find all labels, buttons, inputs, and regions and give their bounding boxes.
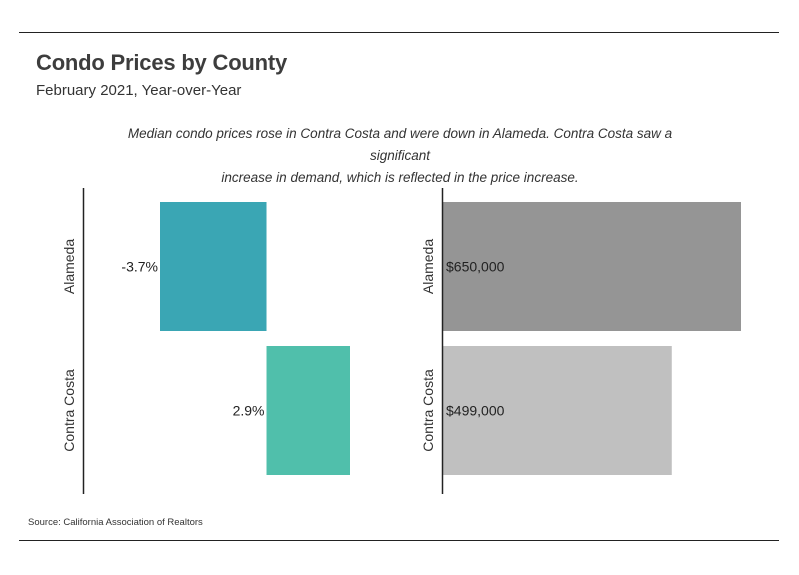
- chart-annotation: Median condo prices rose in Contra Costa…: [100, 123, 700, 189]
- value-label-contra-costa-change: 2.9%: [233, 403, 265, 419]
- bar-contra-costa-change: [266, 346, 350, 475]
- bar-alameda-price: [443, 202, 741, 331]
- bottom-rule: [19, 540, 779, 541]
- category-label-alameda-right: Alameda: [420, 239, 436, 294]
- category-label-contra-costa-right: Contra Costa: [420, 369, 436, 452]
- annotation-line-2: increase in demand, which is reflected i…: [221, 170, 579, 185]
- value-label-alameda-price: $650,000: [446, 259, 505, 275]
- bar-alameda-change: [160, 202, 267, 331]
- chart-subtitle: February 2021, Year-over-Year: [36, 82, 242, 99]
- annotation-line-1: Median condo prices rose in Contra Costa…: [127, 126, 673, 163]
- yoy-change-chart: -3.7% Alameda 2.9% Contra Costa: [61, 188, 350, 494]
- median-price-chart: $650,000 Alameda $499,000 Contra Costa: [420, 188, 741, 494]
- value-label-contra-costa-price: $499,000: [446, 403, 505, 419]
- value-label-alameda-change: -3.7%: [121, 259, 158, 275]
- chart-title: Condo Prices by County: [36, 50, 288, 75]
- source-note: Source: California Association of Realto…: [28, 517, 203, 528]
- bar-contra-costa-price: [443, 346, 672, 475]
- top-rule: [19, 32, 779, 33]
- category-label-contra-costa-left: Contra Costa: [61, 369, 77, 452]
- category-label-alameda-left: Alameda: [61, 239, 77, 294]
